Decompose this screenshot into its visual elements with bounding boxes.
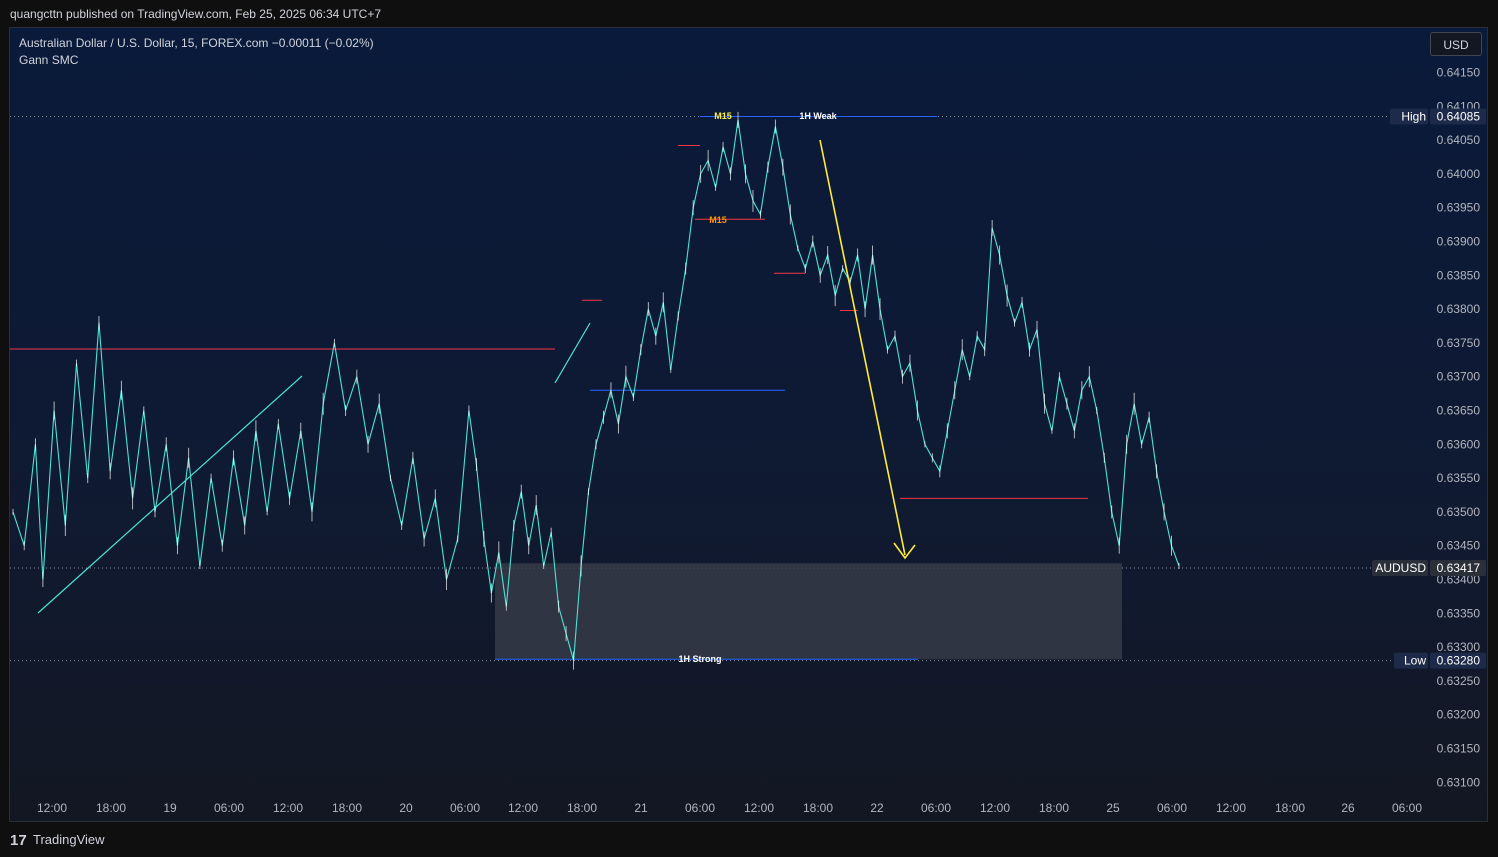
price-tag-value-bg [1430,652,1486,669]
y-tick-label: 0.63950 [1437,201,1481,215]
x-tick-label: 25 [1106,801,1120,815]
y-tick-label: 0.63600 [1437,437,1481,451]
annotation-label: 1H Strong [678,654,721,664]
y-tick-label: 0.63550 [1437,471,1481,485]
price-tag-label-bg [1394,652,1428,669]
x-tick-label: 06:00 [1157,801,1187,815]
y-tick-label: 0.63100 [1437,775,1481,789]
y-tick-label: 0.63800 [1437,302,1481,316]
symbol-legend[interactable]: Australian Dollar / U.S. Dollar, 15, FOR… [19,36,374,50]
price-tag-value-bg [1430,560,1486,577]
y-tick-label: 0.64150 [1437,66,1481,80]
x-tick-label: 06:00 [450,801,480,815]
y-tick-label: 0.63450 [1437,539,1481,553]
x-tick-label: 18:00 [1039,801,1069,815]
x-tick-label: 12:00 [744,801,774,815]
indicator-legend[interactable]: Gann SMC [19,53,79,67]
x-tick-label: 12:00 [508,801,538,815]
x-tick-label: 18:00 [332,801,362,815]
x-tick-label: 21 [634,801,648,815]
y-tick-label: 0.63900 [1437,235,1481,249]
chart-frame[interactable]: M15 1H Weak M15 1H Strong 0.64150 0.64100 0.6… [9,27,1488,822]
x-tick-label: 12:00 [1216,801,1246,815]
zigzag-line [554,322,591,384]
y-tick-label: 0.63350 [1437,606,1481,620]
y-tick-label: 0.64000 [1437,167,1481,181]
yellow-arrowhead [893,542,916,560]
x-tick-label: 18:00 [567,801,597,815]
y-tick-label: 0.63250 [1437,674,1481,688]
price-tag-label-bg [1390,108,1428,125]
price-tag-label: AUDUSD [1375,561,1426,575]
x-tick-label: 22 [870,801,884,815]
currency-button[interactable]: USD [1430,32,1482,56]
y-tick-label: 0.63500 [1437,505,1481,519]
y-tick-label: 0.63300 [1437,640,1481,654]
demand-zone [495,563,1122,660]
footer-brand[interactable]: TradingView [33,832,105,847]
x-tick-label: 18:00 [803,801,833,815]
price-tag-value: 0.63280 [1437,654,1481,668]
publisher-text: quangcttn published on TradingView.com, … [10,7,382,21]
price-tag-value: 0.64085 [1437,109,1481,123]
x-tick-label: 06:00 [1392,801,1422,815]
footer: 17 TradingView [0,822,1498,857]
x-tick-label: 06:00 [921,801,951,815]
x-tick-label: 18:00 [1275,801,1305,815]
annotation-label: M15 [714,111,732,121]
y-tick-label: 0.64050 [1437,133,1481,147]
price-tag-label-bg [1372,560,1428,577]
annotation-label: M15 [709,215,727,225]
x-tick-label: 12:00 [273,801,303,815]
x-tick-label: 12:00 [980,801,1010,815]
chart-background [10,28,1487,821]
x-tick-label: 26 [1341,801,1355,815]
y-tick-label: 0.63750 [1437,336,1481,350]
x-tick-label: 20 [399,801,413,815]
price-tag-value: 0.63417 [1437,561,1481,575]
x-tick-label: 06:00 [685,801,715,815]
y-tick-label: 0.63200 [1437,708,1481,722]
x-tick-label: 12:00 [37,801,67,815]
y-tick-label: 0.63700 [1437,370,1481,384]
x-tick-label: 06:00 [214,801,244,815]
tradingview-logo-icon[interactable]: 17 [10,832,27,849]
yellow-arrow-shaft [819,139,906,556]
y-tick-label: 0.63650 [1437,404,1481,418]
zigzag-line [37,375,303,614]
y-tick-label: 0.63850 [1437,268,1481,282]
header: quangcttn published on TradingView.com, … [0,0,1498,27]
x-tick-label: 18:00 [96,801,126,815]
price-tag-label: Low [1404,654,1426,668]
y-tick-label: 0.63150 [1437,742,1481,756]
price-tag-value-bg [1430,108,1486,125]
x-tick-label: 19 [163,801,177,815]
annotation-label: 1H Weak [799,111,837,121]
price-tag-label: High [1401,109,1426,123]
